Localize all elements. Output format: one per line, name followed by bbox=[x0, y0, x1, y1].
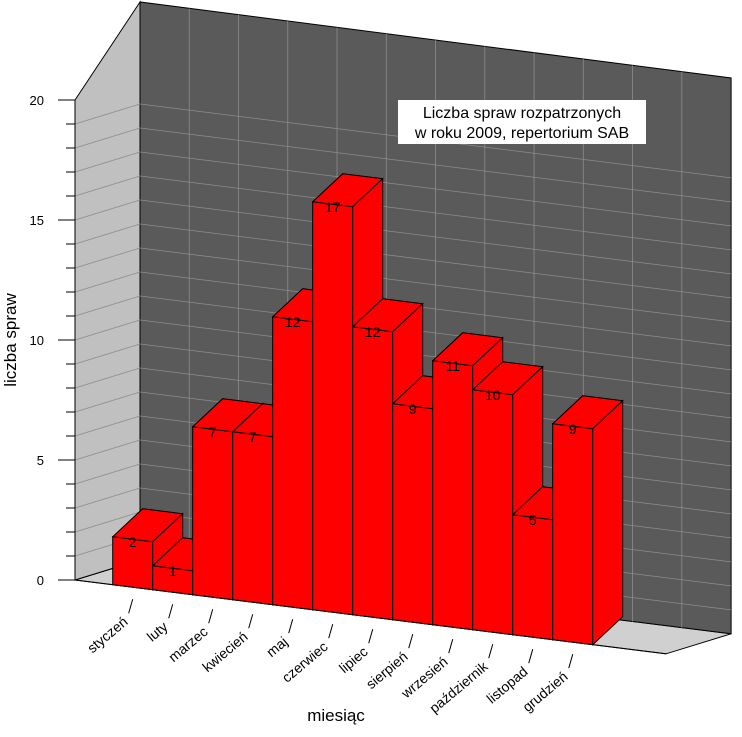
grid-line-side bbox=[74, 127, 141, 149]
x-tick-label: luty bbox=[144, 618, 171, 644]
bar-front bbox=[552, 423, 594, 646]
x-tick-label: styczeń bbox=[84, 613, 131, 656]
x-axis-title: miesiąc bbox=[307, 706, 365, 725]
bar-value-label: 10 bbox=[485, 387, 501, 403]
grid-line-side bbox=[74, 391, 141, 413]
grid-line-side bbox=[74, 367, 141, 389]
x-tick bbox=[288, 619, 294, 634]
bar-front bbox=[312, 201, 354, 616]
bar-front bbox=[232, 431, 274, 606]
grid-line-side bbox=[74, 247, 141, 269]
grid-line-side bbox=[74, 295, 141, 317]
y-tick-label: 10 bbox=[30, 333, 44, 348]
y-tick-label: 5 bbox=[37, 453, 44, 468]
x-tick-label: maj bbox=[263, 633, 291, 660]
bar-front bbox=[512, 514, 554, 641]
y-axis-title: liczba spraw bbox=[1, 293, 20, 387]
chart-title-line-2: w roku 2009, repertorium SAB bbox=[414, 125, 629, 142]
x-tick bbox=[328, 624, 334, 639]
bar-front bbox=[272, 316, 314, 611]
x-tick bbox=[488, 644, 494, 659]
bar-side bbox=[592, 399, 624, 646]
grid-line-side bbox=[74, 415, 141, 437]
x-tick bbox=[248, 614, 254, 629]
grid-line-side bbox=[74, 103, 141, 125]
bar-front bbox=[192, 426, 234, 601]
bar-value-label: 17 bbox=[325, 199, 341, 215]
bar-front bbox=[352, 326, 394, 621]
title-background bbox=[398, 100, 646, 144]
x-axis-line bbox=[74, 579, 667, 655]
y-axis: 0 5 10 15 20 bbox=[30, 93, 76, 588]
x-tick bbox=[128, 599, 134, 614]
chart-title-box: Liczba spraw rozpatrzonych w roku 2009, … bbox=[398, 100, 646, 144]
bar-front bbox=[472, 389, 514, 636]
x-tick-label: lipiec bbox=[336, 643, 371, 676]
x-tick bbox=[368, 629, 374, 644]
grid-line-side bbox=[74, 439, 141, 461]
x-tick bbox=[528, 649, 534, 664]
bar-value-label: 12 bbox=[365, 324, 381, 340]
y-tick-label: 15 bbox=[30, 213, 44, 228]
grid-line-side bbox=[74, 343, 141, 365]
x-tick bbox=[208, 609, 214, 624]
grid-line-side bbox=[74, 463, 141, 485]
bar-value-label: 12 bbox=[285, 314, 301, 330]
bar-value-label: 7 bbox=[249, 429, 257, 445]
bar-value-label: 9 bbox=[569, 421, 577, 437]
bar-front bbox=[432, 360, 474, 631]
grid-line-side bbox=[74, 487, 141, 509]
x-tick bbox=[448, 639, 454, 654]
bar-front bbox=[392, 403, 434, 626]
y-tick-label: 0 bbox=[37, 573, 44, 588]
grid-line-side bbox=[74, 175, 141, 197]
chart-title-line-1: Liczba spraw rozpatrzonych bbox=[423, 105, 621, 122]
y-tick-label: 20 bbox=[30, 93, 44, 108]
side-wall bbox=[74, 0, 141, 581]
grid-line-side bbox=[74, 223, 141, 245]
bar: 9 bbox=[551, 395, 624, 646]
grid-line-side bbox=[74, 199, 141, 221]
bar-value-label: 7 bbox=[209, 424, 217, 440]
bar-value-label: 5 bbox=[529, 512, 537, 528]
x-tick bbox=[168, 604, 174, 619]
grid-line-side bbox=[74, 151, 141, 173]
x-tick bbox=[408, 634, 414, 649]
bar-value-label: 2 bbox=[129, 534, 137, 550]
grid-line-side bbox=[74, 271, 141, 293]
bar-value-label: 11 bbox=[445, 358, 460, 374]
grid-line-side bbox=[74, 511, 141, 533]
bar-value-label: 1 bbox=[169, 563, 177, 579]
x-tick bbox=[568, 654, 574, 669]
grid-line-side bbox=[74, 319, 141, 341]
bar-value-label: 9 bbox=[409, 401, 417, 417]
